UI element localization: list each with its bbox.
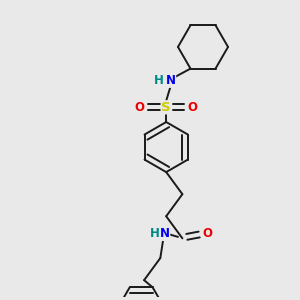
Text: O: O [135,101,145,114]
Text: N: N [160,227,170,240]
Text: H: H [154,74,164,87]
Text: O: O [188,101,198,114]
Text: H: H [149,227,159,240]
Text: N: N [166,74,176,87]
Text: O: O [202,227,212,240]
Text: S: S [161,101,171,114]
